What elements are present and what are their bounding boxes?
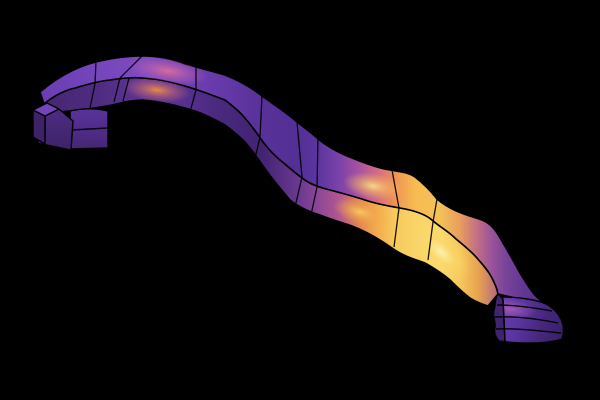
left-foot-inner-edge (70, 127, 109, 131)
hotspot-mid-side (332, 198, 388, 226)
hotspot-right-side-bright (410, 223, 472, 281)
right-foot-left-face (492, 293, 506, 343)
left-foot-ledge-top (32, 102, 60, 117)
hotspot-mid-top (343, 172, 403, 200)
right-foot (492, 293, 565, 344)
mesh-edge (427, 198, 438, 261)
mesh-edge (495, 328, 562, 334)
mesh-edge (310, 137, 319, 216)
right-foot-step-edges (494, 299, 562, 343)
mesh-edge-lines (89, 55, 438, 261)
mesh-edge (502, 299, 506, 343)
mesh-edge (89, 60, 97, 109)
left-foot (32, 102, 109, 151)
mesh-edge (494, 316, 559, 324)
mesh-edge (122, 77, 130, 102)
mesh-edge (113, 55, 143, 103)
mesh-edge (496, 304, 553, 312)
mesh-edge (189, 67, 197, 113)
mesh-edge (295, 121, 303, 204)
beam-top-face (39, 55, 550, 307)
mesh-edge (391, 169, 400, 248)
mesh-edge (253, 95, 263, 164)
